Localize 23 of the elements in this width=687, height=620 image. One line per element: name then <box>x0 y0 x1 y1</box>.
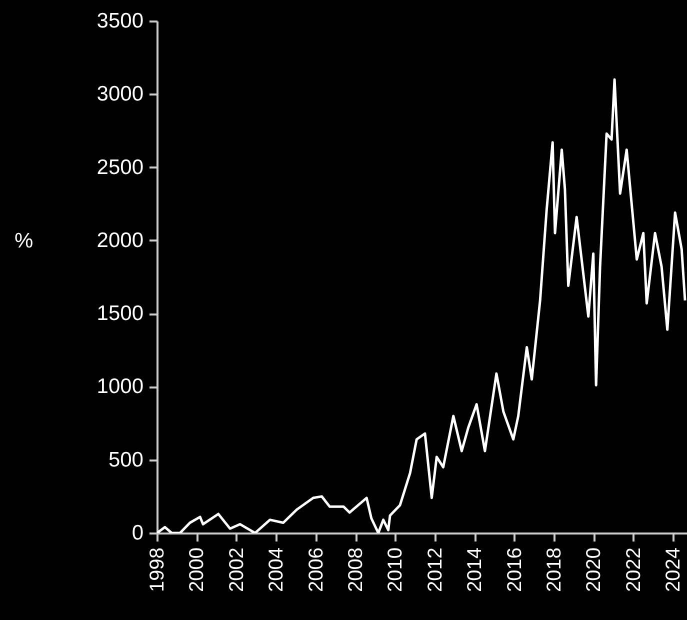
y-axis-title: % <box>14 230 34 252</box>
x-tick-label: 2012 <box>424 548 446 592</box>
x-tick-label: 2024 <box>662 548 685 592</box>
y-tick-label: 3000 <box>96 82 144 106</box>
x-tick-label: 2000 <box>186 548 208 592</box>
x-tick-label: 2006 <box>305 548 328 592</box>
x-tick-label: 2018 <box>544 548 566 592</box>
y-tick-label: 2500 <box>96 156 144 179</box>
y-tick-label: 0 <box>132 522 144 544</box>
x-tick-label: 2002 <box>226 548 248 592</box>
x-tick-label: 2016 <box>504 548 526 592</box>
y-tick-label: 1000 <box>96 375 144 398</box>
x-tick-label: 2010 <box>384 548 407 592</box>
x-tick-label: 2022 <box>622 548 645 592</box>
y-tick-label: 1500 <box>96 302 144 326</box>
x-tick-label: 2004 <box>266 548 288 592</box>
y-tick-label: 3500 <box>96 10 144 32</box>
y-tick-label: 500 <box>108 448 144 472</box>
x-tick-label: 2014 <box>464 548 486 592</box>
y-tick-label: 2000 <box>96 228 144 252</box>
x-tick-label: 2020 <box>583 548 606 592</box>
x-tick-label: 1998 <box>146 548 168 592</box>
x-tick-label: 2008 <box>345 548 367 592</box>
